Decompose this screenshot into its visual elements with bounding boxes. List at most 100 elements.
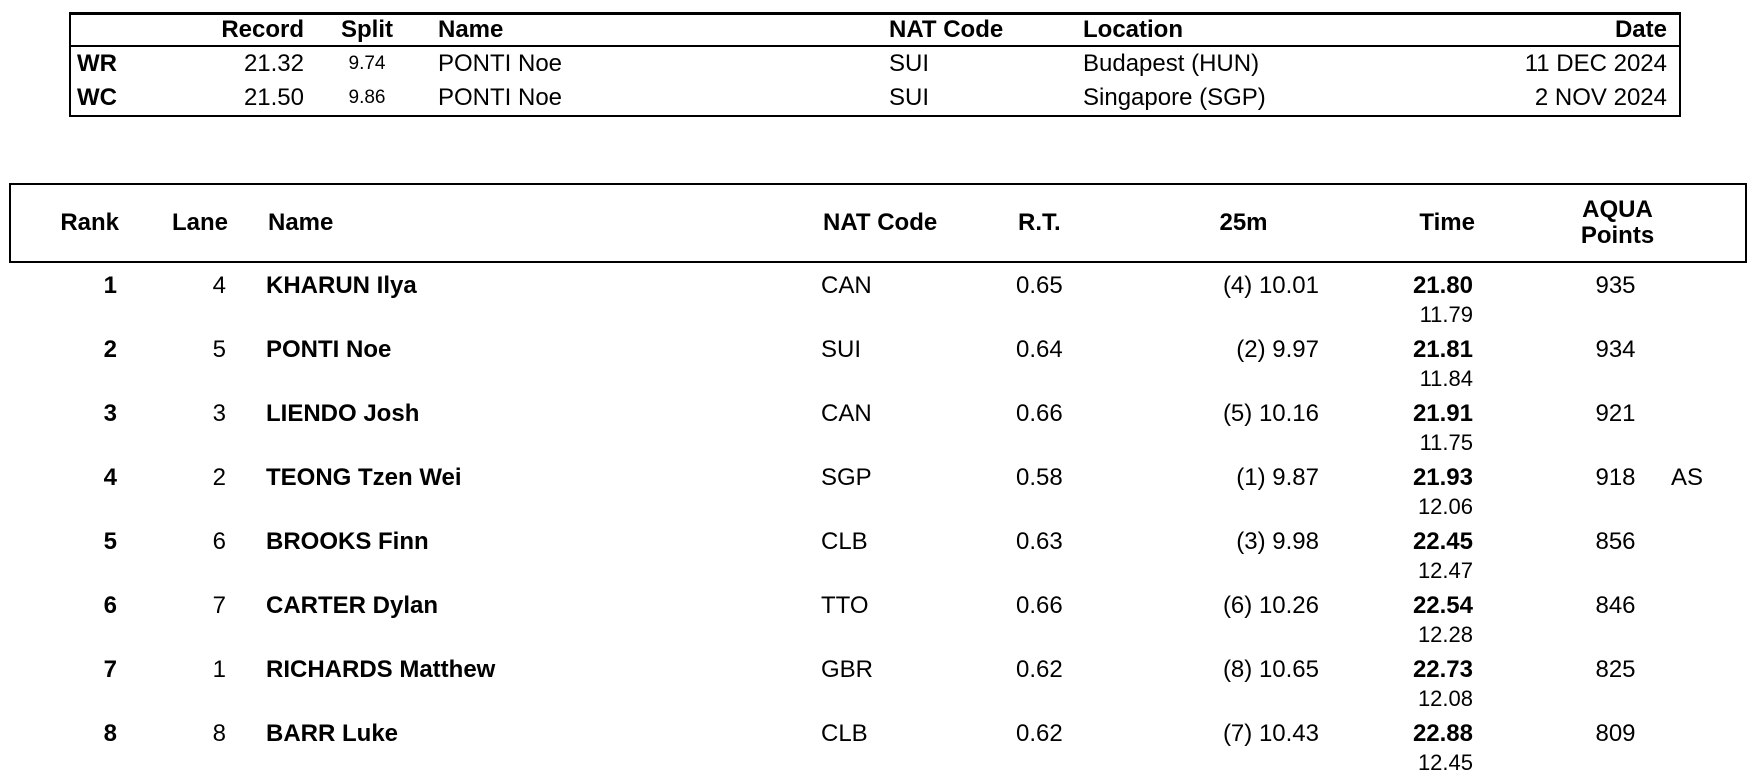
reaction-time-cell: 0.64 — [1016, 336, 1063, 363]
rank-cell: 7 — [103, 656, 117, 683]
reaction-time-cell: 0.62 — [1016, 656, 1063, 683]
record-holder: PONTI Noe — [438, 50, 563, 77]
results-header-aqua-points: AQUA Points — [1486, 197, 1749, 249]
lane-cell: 1 — [212, 656, 226, 683]
final-time: 22.88 — [1412, 720, 1473, 747]
split-25m-cell: (4) 10.01 — [1222, 272, 1319, 299]
result-row: 2 5 PONTI Noe SUI 0.64 (2) 9.97 21.81 11… — [9, 329, 1747, 393]
record-nat-code: SUI — [889, 50, 930, 77]
record-date: 2 NOV 2024 — [1534, 84, 1667, 111]
nat-code-cell: CLB — [821, 528, 868, 555]
aqua-points-value: 846 — [1595, 592, 1636, 619]
results-header-row: Rank Lane Name NAT Code R.T. 25m Time AQ… — [9, 183, 1747, 263]
lane-cell: 5 — [212, 336, 226, 363]
results-header-name: Name — [268, 209, 334, 236]
result-row: 4 2 TEONG Tzen Wei SGP 0.58 (1) 9.87 21.… — [9, 457, 1747, 521]
final-time: 21.93 — [1412, 464, 1473, 491]
record-row-wc: WC 21.50 9.86 PONTI Noe SUI Singapore (S… — [71, 81, 1679, 115]
record-row-wr: WR 21.32 9.74 PONTI Noe SUI Budapest (HU… — [71, 47, 1679, 81]
results-table: Rank Lane Name NAT Code R.T. 25m Time AQ… — [9, 183, 1747, 777]
swimmer-name: TEONG Tzen Wei — [266, 464, 462, 491]
nat-code-cell: CAN — [821, 272, 872, 299]
aqua-points-value: 934 — [1595, 336, 1636, 363]
lane-cell: 4 — [212, 272, 226, 299]
records-header-date: Date — [1614, 16, 1667, 43]
rank-cell: 5 — [103, 528, 117, 555]
record-location: Budapest (HUN) — [1083, 50, 1260, 77]
records-header-nat-code: NAT Code — [889, 16, 1004, 43]
record-split: 9.74 — [348, 53, 386, 74]
time-cell: 21.81 11.84 — [1329, 329, 1484, 393]
aqua-points-line2: Points — [1580, 222, 1655, 249]
records-header-name: Name — [438, 16, 504, 43]
final-time: 21.80 — [1412, 272, 1473, 299]
aqua-points-value: 921 — [1595, 400, 1636, 427]
final-time: 22.45 — [1412, 528, 1473, 555]
aqua-points-cell: 856 — [1484, 521, 1747, 585]
lane-cell: 8 — [212, 720, 226, 747]
nat-code-cell: SGP — [821, 464, 872, 491]
record-location: Singapore (SGP) — [1083, 84, 1266, 111]
record-split: 9.86 — [348, 87, 386, 108]
aqua-points-cell: 846 — [1484, 585, 1747, 649]
records-header-location: Location — [1083, 16, 1183, 43]
record-note: AS — [1670, 464, 1703, 491]
second-50m-split: 12.08 — [1417, 686, 1473, 711]
record-holder: PONTI Noe — [438, 84, 563, 111]
reaction-time-cell: 0.65 — [1016, 272, 1063, 299]
results-body: 1 4 KHARUN Ilya CAN 0.65 (4) 10.01 21.80… — [9, 263, 1747, 777]
reaction-time-cell: 0.66 — [1016, 400, 1063, 427]
rank-cell: 8 — [103, 720, 117, 747]
time-cell: 21.80 11.79 — [1329, 265, 1484, 329]
nat-code-cell: TTO — [821, 592, 869, 619]
split-25m-cell: (1) 9.87 — [1236, 464, 1319, 491]
nat-code-cell: GBR — [821, 656, 874, 683]
record-nat-code: SUI — [889, 84, 930, 111]
aqua-points-cell: 935 — [1484, 265, 1747, 329]
rank-cell: 6 — [103, 592, 117, 619]
aqua-points-cell: 921 — [1484, 393, 1747, 457]
split-25m-cell: (5) 10.16 — [1222, 400, 1319, 427]
record-code: WC — [77, 84, 117, 111]
result-row: 7 1 RICHARDS Matthew GBR 0.62 (8) 10.65 … — [9, 649, 1747, 713]
split-25m-cell: (6) 10.26 — [1222, 592, 1319, 619]
records-header-record: Record — [221, 16, 304, 43]
results-header-time: Time — [1419, 209, 1475, 236]
final-time: 22.54 — [1412, 592, 1473, 619]
results-header-nat-code: NAT Code — [823, 209, 938, 236]
records-header-split: Split — [341, 16, 393, 43]
aqua-points-cell: 809 — [1484, 713, 1747, 777]
final-time: 21.91 — [1412, 400, 1473, 427]
result-row: 5 6 BROOKS Finn CLB 0.63 (3) 9.98 22.45 … — [9, 521, 1747, 585]
second-50m-split: 12.47 — [1417, 558, 1473, 583]
final-time: 21.81 — [1412, 336, 1473, 363]
second-50m-split: 12.45 — [1417, 750, 1473, 775]
lane-cell: 6 — [212, 528, 226, 555]
time-cell: 22.45 12.47 — [1329, 521, 1484, 585]
time-cell: 22.88 12.45 — [1329, 713, 1484, 777]
nat-code-cell: CAN — [821, 400, 872, 427]
nat-code-cell: CLB — [821, 720, 868, 747]
swimmer-name: CARTER Dylan — [266, 592, 439, 619]
swimmer-name: BROOKS Finn — [266, 528, 429, 555]
time-cell: 21.91 11.75 — [1329, 393, 1484, 457]
records-header-row: Record Split Name NAT Code Location Date — [71, 15, 1679, 47]
reaction-time-cell: 0.66 — [1016, 592, 1063, 619]
result-row: 3 3 LIENDO Josh CAN 0.66 (5) 10.16 21.91… — [9, 393, 1747, 457]
rank-cell: 2 — [103, 336, 117, 363]
time-cell: 22.54 12.28 — [1329, 585, 1484, 649]
lane-cell: 2 — [212, 464, 226, 491]
nat-code-cell: SUI — [821, 336, 862, 363]
aqua-points-value: 935 — [1595, 272, 1636, 299]
results-header-lane: Lane — [171, 209, 228, 236]
swimmer-name: BARR Luke — [266, 720, 399, 747]
aqua-points-line1: AQUA — [1582, 196, 1653, 223]
rank-cell: 1 — [103, 272, 117, 299]
swimmer-name: LIENDO Josh — [266, 400, 420, 427]
rank-cell: 4 — [103, 464, 117, 491]
results-header-reaction-time: R.T. — [1018, 209, 1061, 236]
aqua-points-cell: 918 AS — [1484, 457, 1747, 521]
second-50m-split: 11.75 — [1419, 430, 1473, 455]
aqua-points-value: 825 — [1595, 656, 1636, 683]
